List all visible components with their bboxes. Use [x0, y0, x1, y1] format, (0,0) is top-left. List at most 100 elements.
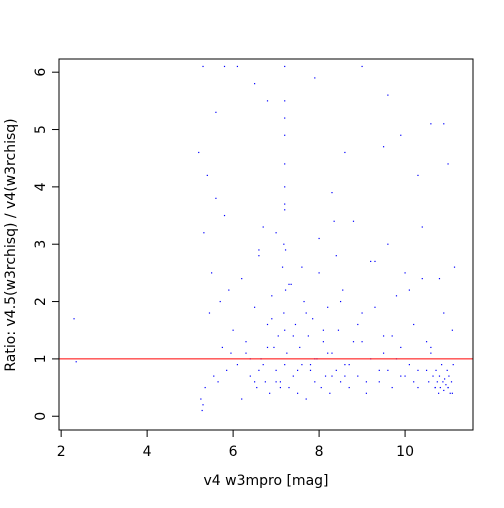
- point: [331, 352, 333, 354]
- point: [452, 364, 454, 366]
- point: [284, 117, 286, 119]
- point: [292, 335, 294, 337]
- point: [400, 375, 402, 377]
- point: [241, 398, 243, 400]
- point: [447, 386, 449, 389]
- point: [254, 83, 256, 85]
- point: [284, 134, 286, 136]
- point: [206, 174, 208, 177]
- point: [305, 312, 307, 314]
- point: [438, 392, 440, 394]
- point: [327, 352, 329, 354]
- point: [417, 386, 419, 389]
- point: [428, 381, 430, 383]
- point: [296, 392, 299, 394]
- point: [335, 369, 337, 371]
- point: [294, 323, 297, 326]
- point: [441, 364, 443, 366]
- point: [221, 346, 223, 349]
- point: [284, 249, 287, 251]
- point: [352, 341, 355, 343]
- point: [275, 232, 277, 234]
- point: [266, 100, 269, 102]
- point: [226, 369, 228, 371]
- point: [301, 364, 303, 366]
- point: [314, 77, 316, 79]
- point: [443, 123, 445, 125]
- point: [438, 375, 441, 377]
- point: [258, 249, 260, 251]
- x-tick-label: 4: [143, 444, 152, 460]
- point: [305, 398, 307, 400]
- point: [339, 381, 342, 383]
- point: [361, 65, 363, 68]
- point: [254, 381, 256, 383]
- point: [284, 364, 286, 366]
- point: [417, 369, 419, 371]
- point: [279, 381, 282, 383]
- point: [299, 346, 301, 349]
- point: [245, 352, 247, 354]
- point: [413, 381, 415, 383]
- point: [374, 306, 376, 308]
- point: [387, 243, 389, 245]
- point: [288, 283, 290, 285]
- x-tick-label: 6: [229, 444, 238, 460]
- point: [266, 346, 269, 349]
- point: [215, 111, 217, 113]
- point: [314, 381, 316, 383]
- point: [382, 146, 385, 148]
- point: [211, 272, 213, 274]
- point: [203, 232, 205, 234]
- y-tick-label: 1: [33, 354, 49, 363]
- point: [292, 375, 294, 377]
- point: [413, 323, 415, 326]
- point: [303, 300, 305, 303]
- point: [370, 260, 372, 263]
- point: [301, 266, 303, 268]
- point: [254, 306, 256, 308]
- point: [391, 335, 393, 337]
- point: [284, 100, 286, 102]
- point: [269, 392, 271, 394]
- point: [339, 300, 342, 303]
- point: [215, 197, 217, 199]
- point: [442, 381, 444, 383]
- point: [258, 369, 260, 371]
- point: [223, 214, 226, 217]
- point: [357, 323, 359, 326]
- point: [400, 346, 402, 349]
- x-axis-label: v4 w3mpro [mag]: [203, 473, 328, 489]
- point: [236, 65, 239, 68]
- point: [400, 134, 402, 136]
- y-tick-label: 0: [33, 412, 49, 421]
- point: [352, 220, 355, 222]
- y-tick-label: 6: [33, 68, 49, 77]
- point: [217, 381, 219, 383]
- point: [438, 278, 441, 280]
- point: [436, 381, 438, 383]
- point: [374, 260, 376, 263]
- point: [277, 335, 279, 337]
- point: [283, 312, 285, 314]
- point: [286, 352, 288, 354]
- point: [382, 352, 385, 354]
- point: [439, 386, 441, 389]
- point: [198, 151, 200, 154]
- point: [307, 335, 309, 337]
- point: [245, 341, 247, 343]
- point: [451, 329, 453, 331]
- point: [344, 375, 346, 377]
- point: [275, 381, 277, 383]
- point: [417, 174, 419, 177]
- point: [382, 335, 385, 337]
- point: [258, 255, 260, 257]
- point: [284, 186, 286, 188]
- point: [434, 386, 436, 389]
- point: [75, 361, 77, 363]
- point: [329, 392, 331, 394]
- point: [421, 226, 423, 228]
- point: [337, 329, 340, 331]
